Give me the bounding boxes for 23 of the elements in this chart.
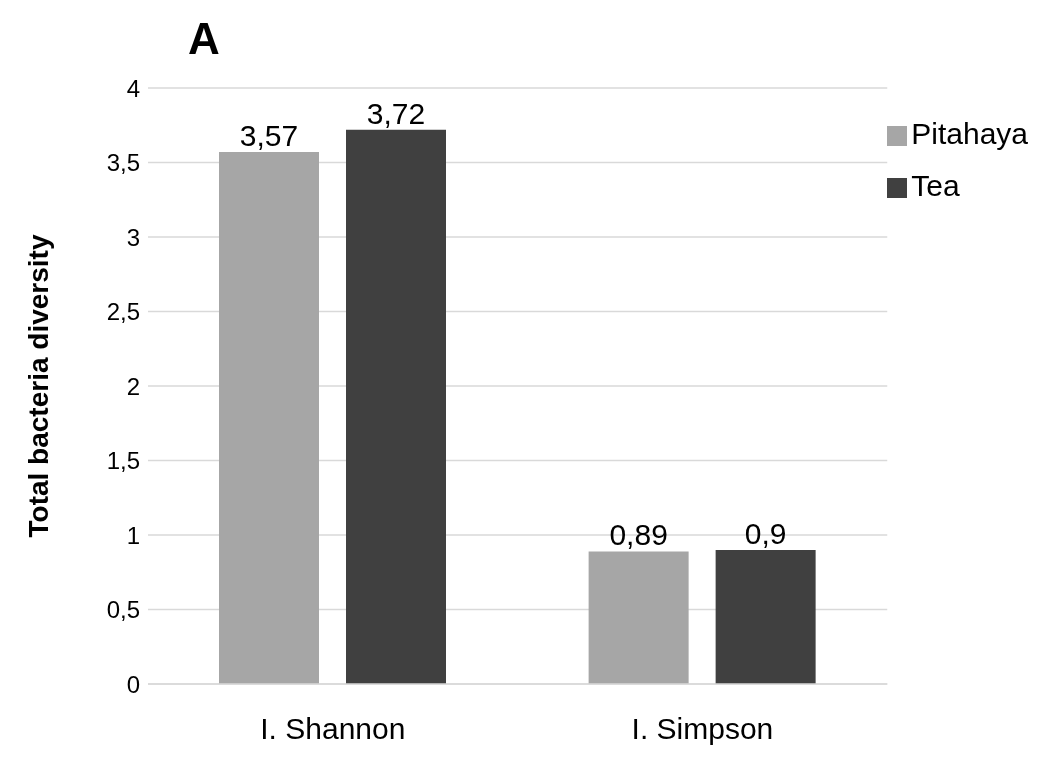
y-axis-title: Total bacteria diversity bbox=[22, 234, 54, 538]
legend-label: Tea bbox=[911, 169, 960, 202]
y-tick-label: 1 bbox=[126, 521, 140, 549]
y-tick-label: 3,5 bbox=[106, 149, 140, 177]
y-tick-label: 0 bbox=[126, 670, 140, 698]
x-tick-label: I. Simpson bbox=[631, 712, 774, 746]
y-tick-label: 3 bbox=[126, 223, 140, 251]
data-label: 0,9 bbox=[744, 516, 787, 550]
legend-label: Pitahaya bbox=[911, 117, 1028, 150]
x-tick-label: I. Shannon bbox=[260, 712, 406, 746]
bar bbox=[715, 549, 816, 684]
bar bbox=[588, 551, 689, 684]
y-tick-label: 0,5 bbox=[106, 596, 140, 624]
bar bbox=[346, 129, 446, 684]
chart-title: A bbox=[188, 14, 220, 64]
y-tick-label: 4 bbox=[126, 74, 140, 102]
y-tick-label: 2,5 bbox=[106, 298, 140, 326]
data-label: 3,72 bbox=[366, 96, 426, 130]
bar bbox=[219, 152, 319, 684]
y-tick-label: 1,5 bbox=[106, 447, 140, 475]
data-label: 0,89 bbox=[609, 518, 668, 552]
data-label: 3,57 bbox=[239, 119, 299, 153]
y-tick-label: 2 bbox=[126, 372, 140, 400]
